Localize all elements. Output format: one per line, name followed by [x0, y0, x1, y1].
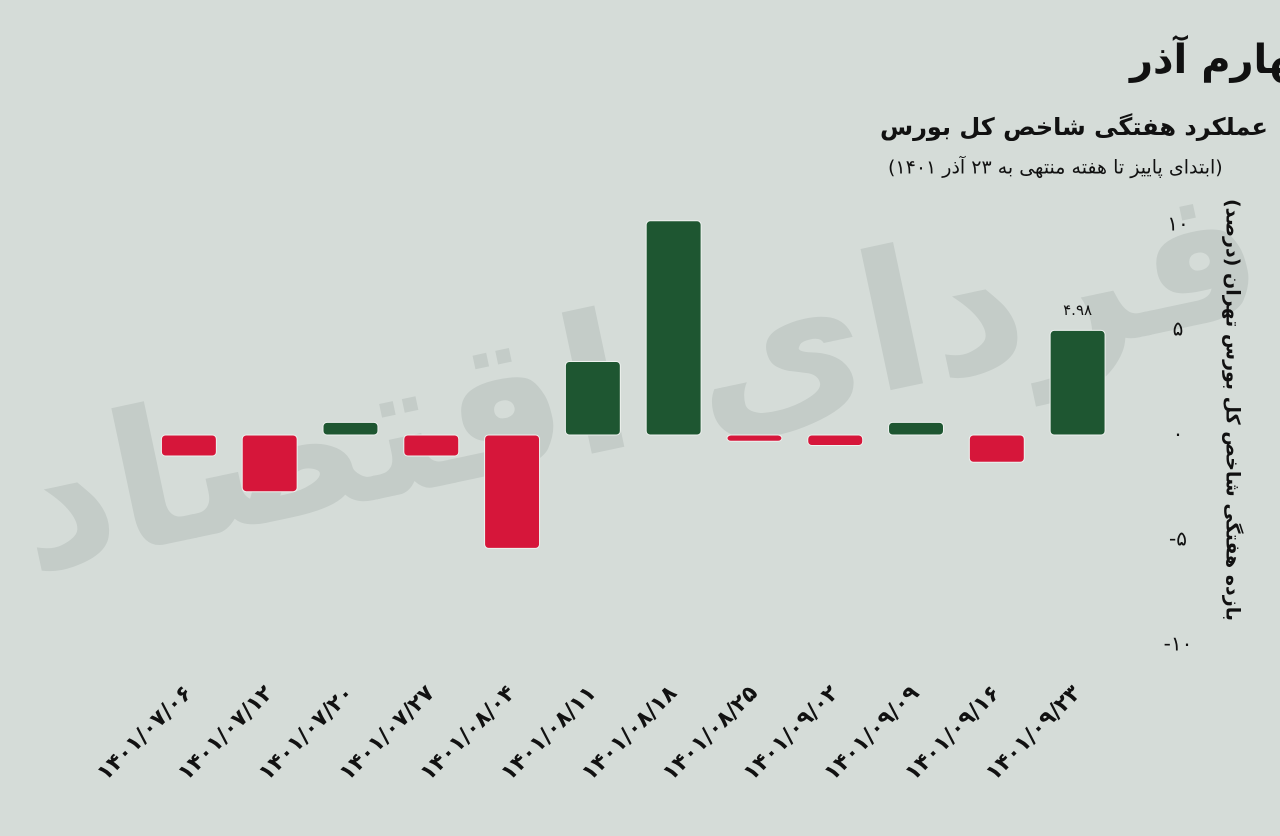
bar — [403, 434, 460, 457]
bar — [645, 220, 702, 436]
bar — [160, 434, 217, 457]
bar — [564, 361, 621, 436]
bar — [322, 421, 379, 436]
y-tick-label: ۵ — [1173, 317, 1184, 341]
bar — [807, 434, 864, 446]
chart-subtitle: عملکرد هفتگی شاخص کل بورس — [880, 113, 1268, 141]
y-tick-label: -۵ — [1169, 527, 1187, 551]
bar — [241, 434, 298, 493]
y-tick-label: ۱۰ — [1167, 212, 1188, 236]
bar — [968, 434, 1025, 463]
bar — [1049, 329, 1106, 436]
value-label: ۴.۹۸ — [1063, 301, 1092, 319]
bar — [888, 421, 944, 436]
y-tick-label: ۰ — [1173, 422, 1184, 446]
chart-title: رشد ۵ درصدی شاخص بورس در هفته چهارم آذر — [1128, 34, 1280, 83]
chart-subtitle: (ابتدای پاییز تا هفته منتهی به ۲۳ آذر ۱۴… — [888, 155, 1223, 179]
y-tick-label: -۱۰ — [1164, 632, 1193, 656]
bar — [726, 434, 783, 442]
bar — [484, 434, 541, 549]
y-axis-label: بازده هفتگی شاخص کل بورس تهران (درصد) — [1222, 199, 1245, 621]
